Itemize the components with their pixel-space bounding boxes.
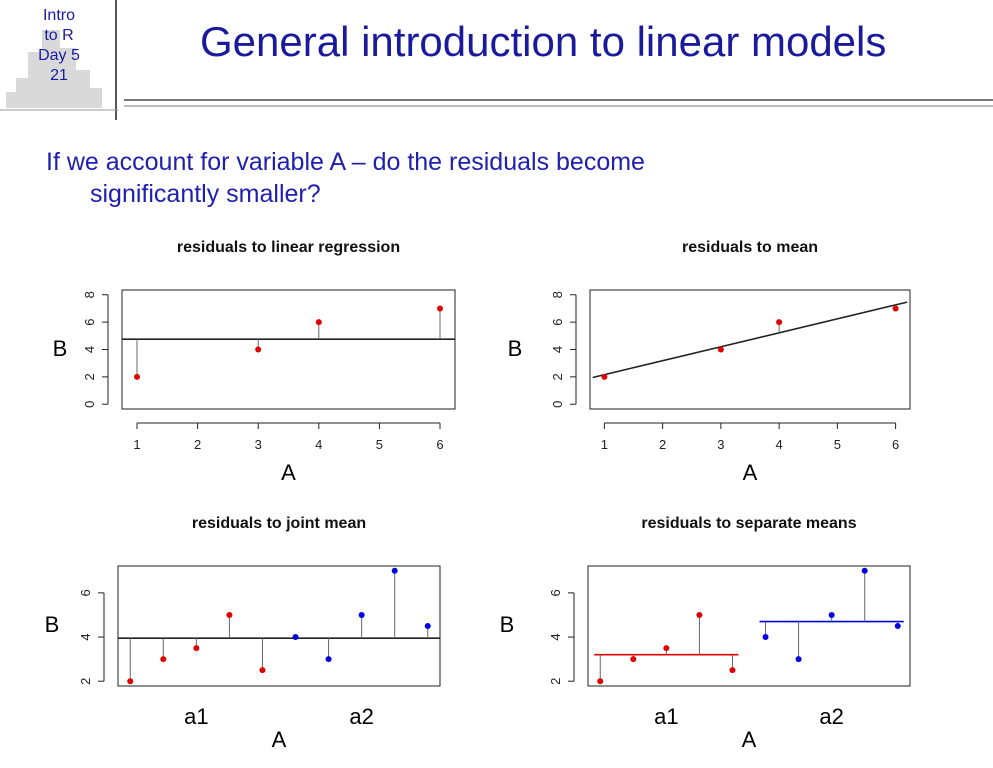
y-tick-label: 6 <box>548 589 563 596</box>
data-point <box>663 645 670 652</box>
x-tick-label: 4 <box>315 437 322 452</box>
y-tick-label: 2 <box>82 373 97 380</box>
data-point <box>892 305 899 312</box>
y-tick-label: 4 <box>550 346 565 353</box>
x-tick-label: 5 <box>376 437 383 452</box>
data-point <box>358 611 365 618</box>
group-label: a2 <box>819 704 843 729</box>
x-tick-label: 5 <box>834 437 841 452</box>
data-point <box>437 305 444 312</box>
x-axis-label: A <box>743 460 758 485</box>
slide-title: General introduction to linear models <box>200 18 887 65</box>
data-point <box>762 634 769 641</box>
x-axis-label: A <box>742 727 757 752</box>
y-axis-label: B <box>45 612 60 637</box>
y-tick-label: 4 <box>78 633 93 640</box>
chart-title: residuals to linear regression <box>177 239 400 256</box>
data-point <box>828 611 835 618</box>
data-point <box>193 645 200 652</box>
x-tick-label: 2 <box>194 437 201 452</box>
data-point <box>861 567 868 574</box>
data-point <box>696 611 703 618</box>
y-tick-label: 0 <box>550 401 565 408</box>
plot-frame <box>121 289 456 410</box>
plot-frame <box>117 565 441 687</box>
y-tick-label: 6 <box>78 589 93 596</box>
data-point <box>160 656 167 663</box>
x-axis-label: A <box>281 460 296 485</box>
chart-title: residuals to mean <box>682 239 818 256</box>
y-tick-label: 8 <box>82 291 97 298</box>
data-point <box>894 623 901 629</box>
chart-panel-1: residuals to linear regression A B 0 2 4 6 8 1 2 3… <box>53 239 456 485</box>
x-tick-label: 4 <box>776 437 783 452</box>
y-axis-label: B <box>500 612 515 637</box>
chart-panel-4: residuals to separate means A B 2 4 6 a1 a2 <box>500 515 911 752</box>
data-point <box>795 656 802 663</box>
plot-frame <box>589 289 911 410</box>
y-tick-label: 6 <box>550 319 565 326</box>
y-tick-label: 8 <box>550 291 565 298</box>
data-point <box>729 667 736 674</box>
x-tick-label: 6 <box>892 437 899 452</box>
chart-title: residuals to joint mean <box>192 515 366 532</box>
data-point <box>717 346 724 353</box>
regression-line <box>592 301 908 379</box>
subtitle-line-2: significantly smaller? <box>90 180 321 208</box>
course-logo <box>6 30 102 108</box>
data-point <box>325 656 332 663</box>
data-point <box>226 611 233 618</box>
x-tick-label: 1 <box>133 437 140 452</box>
data-point <box>315 319 322 326</box>
group-label: a1 <box>184 704 208 729</box>
data-point <box>259 667 266 674</box>
data-point <box>597 678 604 685</box>
chart-panel-2: residuals to mean A B 0 2 4 6 8 1 2 3 4 5 6 <box>508 239 911 485</box>
data-point <box>391 567 398 574</box>
slide-subtitle: If we account for variable A – do the re… <box>46 146 946 210</box>
chart-panel-3: residuals to joint mean A B 2 4 6 a1 a2 <box>45 515 441 752</box>
x-tick-label: 2 <box>659 437 666 452</box>
x-tick-label: 1 <box>601 437 608 452</box>
header-rule <box>0 0 993 120</box>
data-point <box>292 634 299 641</box>
y-tick-label: 4 <box>82 346 97 353</box>
x-axis-label: A <box>272 727 287 752</box>
data-point <box>630 656 637 663</box>
data-point <box>601 373 608 380</box>
y-axis-label: B <box>508 336 523 361</box>
subtitle-line-1: If we account for variable A – do the re… <box>46 148 645 176</box>
group-label: a2 <box>349 704 373 729</box>
y-tick-label: 6 <box>82 319 97 326</box>
plot-frame <box>587 565 911 687</box>
data-point <box>127 678 134 685</box>
x-tick-label: 3 <box>717 437 724 452</box>
y-tick-label: 2 <box>78 678 93 685</box>
y-axis-label: B <box>53 336 68 361</box>
data-point <box>255 346 262 353</box>
data-point <box>424 623 431 629</box>
group-label: a1 <box>654 704 678 729</box>
chart-title: residuals to separate means <box>641 515 856 532</box>
x-tick-label: 6 <box>436 437 443 452</box>
y-tick-label: 0 <box>82 401 97 408</box>
y-tick-label: 2 <box>548 678 563 685</box>
y-tick-label: 2 <box>550 373 565 380</box>
course-label: Intro to R Day 5 21 <box>38 7 80 84</box>
data-point <box>133 373 140 380</box>
y-tick-label: 4 <box>548 633 563 640</box>
x-tick-label: 3 <box>255 437 262 452</box>
data-point <box>776 319 783 326</box>
